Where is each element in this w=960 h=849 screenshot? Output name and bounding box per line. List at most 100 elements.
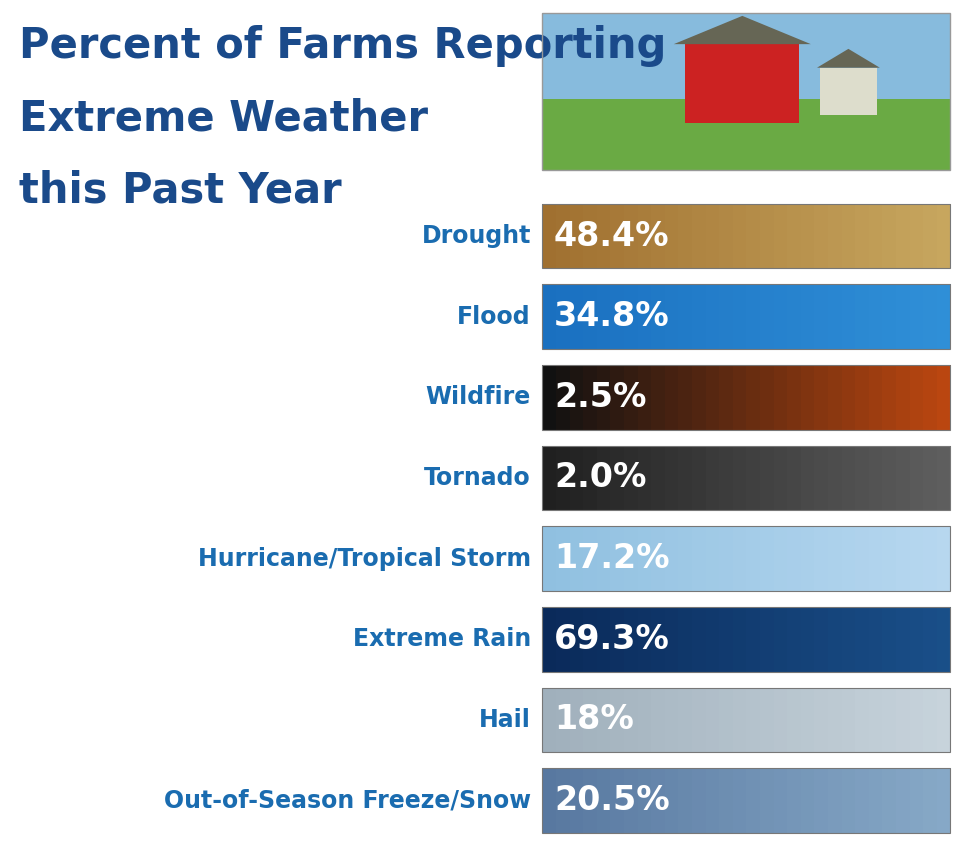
Text: Hail: Hail xyxy=(479,708,531,732)
Text: Tornado: Tornado xyxy=(424,466,531,490)
Text: Percent of Farms Reporting: Percent of Farms Reporting xyxy=(19,25,666,67)
Bar xyxy=(637,365,652,430)
Bar xyxy=(624,768,638,833)
Bar xyxy=(924,526,938,591)
Bar xyxy=(801,204,815,268)
Bar xyxy=(542,284,950,349)
Bar xyxy=(692,607,707,672)
Bar xyxy=(814,446,828,510)
Bar xyxy=(760,365,775,430)
Bar xyxy=(569,365,584,430)
Bar xyxy=(664,284,680,349)
Text: 17.2%: 17.2% xyxy=(554,543,669,575)
Bar xyxy=(855,607,870,672)
Bar xyxy=(882,607,897,672)
Bar xyxy=(855,365,870,430)
Bar xyxy=(924,365,938,430)
Bar xyxy=(651,284,665,349)
Bar xyxy=(692,526,707,591)
Bar xyxy=(787,284,802,349)
Bar xyxy=(583,446,598,510)
Bar xyxy=(624,688,638,752)
Bar xyxy=(855,768,870,833)
Text: 69.3%: 69.3% xyxy=(554,623,670,655)
Polygon shape xyxy=(817,49,879,68)
Bar xyxy=(882,204,897,268)
Bar xyxy=(882,365,897,430)
Bar xyxy=(719,365,733,430)
Bar xyxy=(706,284,720,349)
Bar xyxy=(747,365,761,430)
Text: 20.5%: 20.5% xyxy=(554,784,669,817)
Bar xyxy=(896,204,910,268)
Bar xyxy=(569,526,584,591)
Bar xyxy=(583,365,598,430)
Bar xyxy=(542,446,950,510)
Bar xyxy=(924,446,938,510)
Bar xyxy=(910,446,924,510)
Bar xyxy=(542,284,557,349)
Bar xyxy=(556,365,570,430)
Bar xyxy=(597,204,612,268)
Bar xyxy=(896,365,910,430)
Bar xyxy=(814,526,828,591)
Bar xyxy=(611,526,625,591)
Bar xyxy=(651,446,665,510)
Bar xyxy=(910,284,924,349)
Text: 18%: 18% xyxy=(554,704,634,736)
Bar xyxy=(801,446,815,510)
Bar xyxy=(828,526,843,591)
Bar xyxy=(896,284,910,349)
Bar xyxy=(542,768,557,833)
Bar xyxy=(679,768,693,833)
Bar xyxy=(624,284,638,349)
Bar xyxy=(910,365,924,430)
Text: 2.0%: 2.0% xyxy=(554,462,646,494)
Bar xyxy=(774,365,788,430)
Bar xyxy=(787,688,802,752)
Bar xyxy=(747,607,761,672)
Bar xyxy=(624,204,638,268)
Text: Flood: Flood xyxy=(457,305,531,329)
Bar xyxy=(719,607,733,672)
Bar xyxy=(664,204,680,268)
Bar xyxy=(706,607,720,672)
Bar xyxy=(542,13,950,170)
Bar xyxy=(542,446,557,510)
Bar xyxy=(732,526,747,591)
Bar xyxy=(842,768,856,833)
Bar xyxy=(556,768,570,833)
Bar xyxy=(910,204,924,268)
Bar xyxy=(732,204,747,268)
Bar xyxy=(869,365,883,430)
Bar xyxy=(855,284,870,349)
Bar xyxy=(611,446,625,510)
Bar xyxy=(542,607,557,672)
Bar xyxy=(719,768,733,833)
Bar xyxy=(842,446,856,510)
Bar xyxy=(542,607,950,672)
Bar xyxy=(760,284,775,349)
Bar xyxy=(692,204,707,268)
Bar xyxy=(774,284,788,349)
Bar xyxy=(924,284,938,349)
Bar xyxy=(569,204,584,268)
Bar xyxy=(583,204,598,268)
Bar xyxy=(692,446,707,510)
Bar xyxy=(597,688,612,752)
Bar xyxy=(869,768,883,833)
Bar xyxy=(624,446,638,510)
Text: 2.5%: 2.5% xyxy=(554,381,646,413)
Bar xyxy=(787,365,802,430)
Bar xyxy=(719,446,733,510)
Bar xyxy=(828,607,843,672)
Bar xyxy=(679,204,693,268)
Bar xyxy=(937,204,951,268)
Bar xyxy=(937,768,951,833)
Bar xyxy=(583,526,598,591)
Bar xyxy=(542,13,950,99)
Bar xyxy=(611,607,625,672)
Bar xyxy=(679,688,693,752)
Bar xyxy=(814,365,828,430)
Bar xyxy=(842,526,856,591)
